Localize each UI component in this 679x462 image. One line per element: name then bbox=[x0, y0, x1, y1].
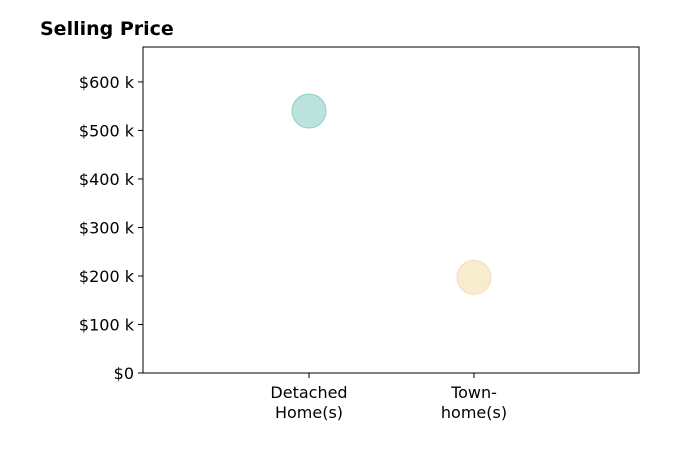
y-tick-label: $500 k bbox=[79, 121, 135, 140]
plot-frame bbox=[142, 46, 640, 374]
x-tick-label-line: Town- bbox=[450, 383, 497, 402]
y-axis: $0 $100 k $200 k $300 k $400 k $500 k $600 k bbox=[79, 73, 143, 383]
y-tick-label: $600 k bbox=[79, 73, 135, 92]
chart-title: Selling Price bbox=[40, 18, 174, 40]
x-tick-label-line: home(s) bbox=[441, 403, 507, 422]
y-tick-label: $0 bbox=[114, 364, 134, 383]
data-point bbox=[456, 259, 492, 295]
y-tick-label: $400 k bbox=[79, 170, 135, 189]
y-tick-label: $100 k bbox=[79, 315, 135, 334]
y-tick-label: $200 k bbox=[79, 267, 135, 286]
y-tick-label: $300 k bbox=[79, 218, 135, 237]
data-points bbox=[291, 93, 492, 295]
x-tick-label: Detached Home(s) bbox=[270, 383, 347, 422]
x-tick-label-line: Detached bbox=[270, 383, 347, 402]
data-point bbox=[291, 93, 327, 129]
x-tick-label-line: Home(s) bbox=[275, 403, 343, 422]
x-tick-label: Town-home(s) bbox=[441, 383, 507, 422]
x-axis: Detached Home(s) Town-home(s) bbox=[270, 373, 507, 422]
